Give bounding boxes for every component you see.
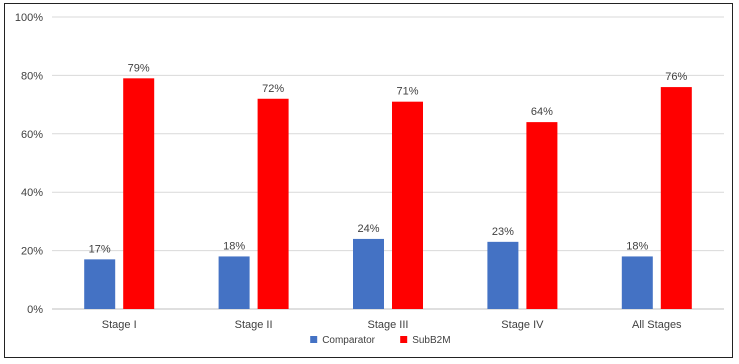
data-label: 18%	[626, 240, 648, 252]
bar-subb2m-stage-iv	[526, 122, 558, 310]
legend: Comparator SubB2M	[310, 335, 451, 346]
bar-comparator-stage-i	[84, 259, 116, 309]
x-tick-label: Stage III	[368, 319, 409, 331]
bar-subb2m-stage-iii	[392, 101, 423, 310]
x-tick-label: Stage II	[235, 319, 273, 331]
data-label: 76%	[665, 71, 687, 83]
y-tick-label: 20%	[21, 246, 43, 258]
y-tick-label: 100%	[15, 12, 43, 24]
bar-subb2m-stage-i	[123, 78, 155, 309]
gridlines	[52, 16, 724, 252]
data-label: 23%	[492, 226, 514, 238]
y-tick-label: 40%	[21, 187, 43, 199]
data-label: 72%	[262, 83, 284, 95]
x-tick-label: Stage I	[102, 319, 137, 331]
y-tick-label: 80%	[21, 70, 43, 82]
bar-comparator-stage-ii	[218, 256, 250, 309]
bar-comparator-stage-iii	[353, 238, 384, 309]
y-axis-tick-labels: 0% 20% 40% 60% 80% 100%	[15, 12, 43, 316]
x-axis-tick-labels: Stage I Stage II Stage III Stage IV All Stag…	[102, 319, 682, 331]
bar-comparator-stage-iv	[487, 241, 519, 309]
data-label: 71%	[396, 86, 418, 98]
bars	[84, 78, 692, 310]
data-labels: 17% 79% 18% 72% 24% 71% 23% 64% 18% 76%	[89, 62, 688, 255]
x-tick-label: Stage IV	[501, 319, 544, 331]
y-tick-label: 60%	[21, 129, 43, 141]
data-label: 24%	[357, 223, 379, 235]
legend-swatch	[310, 336, 318, 343]
legend-label: SubB2M	[412, 335, 450, 346]
data-label: 79%	[128, 62, 150, 74]
data-label: 17%	[89, 243, 111, 255]
legend-label: Comparator	[322, 335, 375, 346]
y-tick-label: 0%	[27, 304, 43, 316]
bar-subb2m-all-stages	[660, 87, 692, 309]
data-label: 64%	[531, 106, 553, 118]
bar-subb2m-stage-ii	[257, 98, 289, 309]
bar-comparator-all-stages	[621, 256, 653, 309]
x-tick-label: All Stages	[632, 319, 682, 331]
data-label: 18%	[223, 240, 245, 252]
legend-swatch	[400, 336, 408, 343]
